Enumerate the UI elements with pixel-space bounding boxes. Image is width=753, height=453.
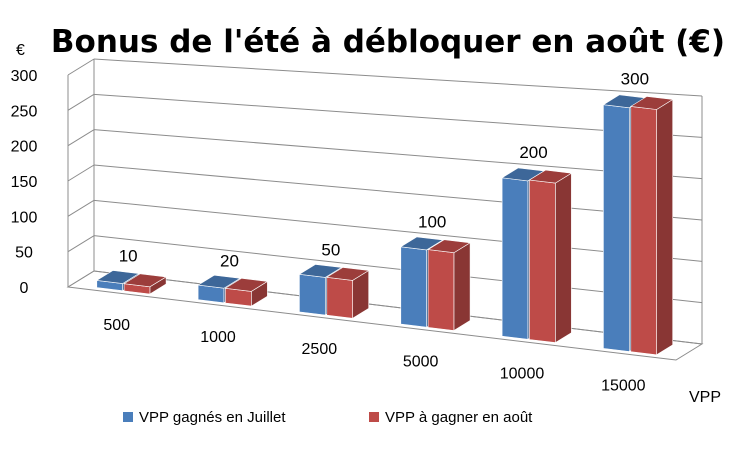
chart-bars <box>95 94 674 356</box>
floor-plane <box>66 270 704 361</box>
gridline-side-200 <box>67 129 95 147</box>
x-tick-label-5000: 5000 <box>403 353 439 370</box>
legend-label-july: VPP gagnés en Juillet <box>139 409 286 426</box>
data-label-5000: 100 <box>418 213 446 232</box>
bar-front <box>299 273 326 316</box>
chart-axes <box>66 59 704 361</box>
bar-top <box>197 274 241 289</box>
gridline-200 <box>93 129 703 180</box>
data-label-1000: 20 <box>220 251 239 270</box>
bar-august-15000 <box>629 96 674 356</box>
y-tick-label-250: 250 <box>11 103 38 120</box>
legend-swatch-july <box>123 412 133 422</box>
bar-top <box>427 239 471 254</box>
y-tick-label-150: 150 <box>11 174 38 191</box>
gridline-100 <box>93 199 703 262</box>
gridline-50 <box>93 235 703 304</box>
data-label-500: 10 <box>119 247 138 266</box>
x-tick-label-2500: 2500 <box>302 341 338 358</box>
chart-title: Bonus de l'été à débloquer en août (€) <box>51 24 725 60</box>
data-label-2500: 50 <box>321 240 340 259</box>
bar-side <box>656 98 674 356</box>
x-tick-label-500: 500 <box>103 317 130 334</box>
bar-august-10000 <box>528 169 573 344</box>
gridline-side-100 <box>67 199 95 217</box>
y-tick-label-100: 100 <box>11 209 38 226</box>
gridline-side-50 <box>67 235 95 253</box>
gridline-side-150 <box>67 164 95 182</box>
bar-front <box>603 104 630 352</box>
bar-front <box>427 249 455 331</box>
bar-top <box>123 273 167 288</box>
bar-august-1000 <box>224 277 269 307</box>
x-axis-label: VPP <box>689 389 721 406</box>
bar-front <box>630 106 657 356</box>
y-tick-label-300: 300 <box>11 68 38 85</box>
gridline-side-250 <box>67 93 95 111</box>
gridline-side-300 <box>67 58 95 76</box>
legend-label-august: VPP à gagner en août <box>385 409 533 426</box>
legend-swatch-august <box>369 412 379 422</box>
bar-top <box>528 169 573 184</box>
y-tick-label-0: 0 <box>20 280 29 297</box>
chart-grid <box>67 58 703 345</box>
bar-front <box>400 246 427 328</box>
bar-front <box>326 276 353 319</box>
chart-labels: 0 50 100 150 200 250 300 10 500 20 1000 50 2500 100 50… <box>11 68 649 395</box>
gridline-150 <box>93 164 703 221</box>
bar-front <box>529 179 556 343</box>
bar-august-2500 <box>325 267 370 319</box>
x-tick-label-1000: 1000 <box>200 329 236 346</box>
y-tick-label-50: 50 <box>15 245 33 262</box>
y-axis-label: € <box>16 42 25 59</box>
bar-top <box>399 236 444 251</box>
bar-august-5000 <box>427 239 471 332</box>
x-tick-label-15000: 15000 <box>601 378 646 395</box>
bar-top <box>95 270 140 284</box>
gridline-250 <box>93 93 703 138</box>
bar-side <box>453 242 471 332</box>
y-tick-label-200: 200 <box>11 139 38 156</box>
bar-side <box>554 172 572 344</box>
bar-august-500 <box>123 273 167 295</box>
bar-top <box>298 264 343 278</box>
legend: VPP gagnés en Juillet VPP à gagner en ao… <box>123 409 533 426</box>
bar-top <box>325 267 370 281</box>
gridline-300 <box>93 58 703 97</box>
bar-top <box>224 277 269 292</box>
data-label-15000: 300 <box>621 69 649 88</box>
data-label-10000: 200 <box>519 143 547 162</box>
x-tick-label-10000: 10000 <box>500 366 545 383</box>
bar-top <box>629 96 674 110</box>
bar-front <box>501 177 529 340</box>
